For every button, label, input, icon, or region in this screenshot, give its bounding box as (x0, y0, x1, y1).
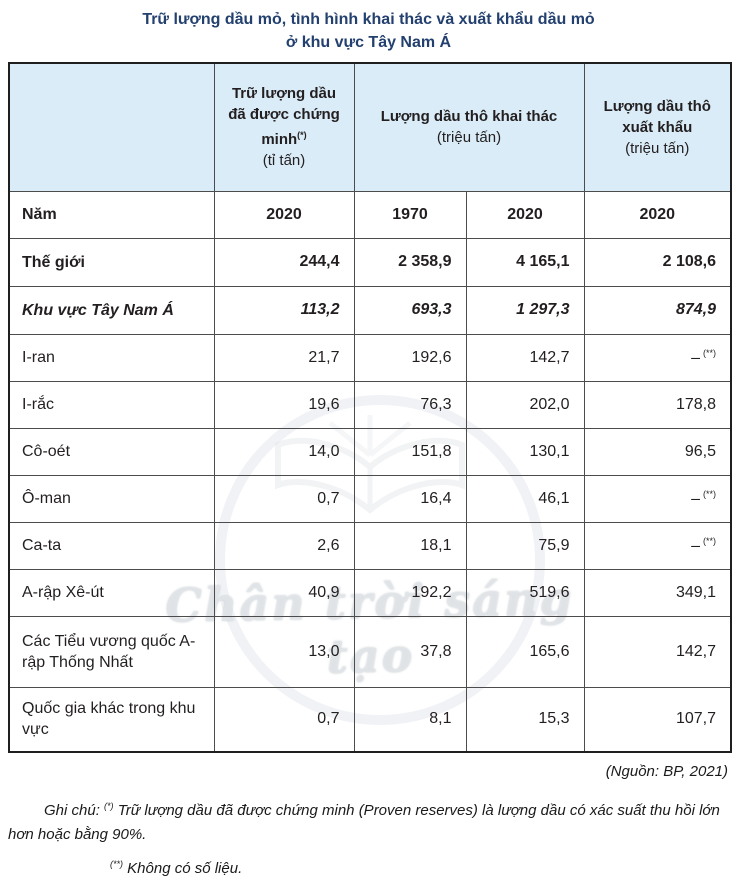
export-header-label: Lượng dầu thô xuất khẩu (603, 97, 711, 136)
reserves-footnote-marker: (*) (297, 130, 307, 141)
cell-value: 16,4 (353, 474, 467, 523)
cell-value: 14,0 (213, 427, 355, 476)
cell-value: – (**) (583, 333, 732, 382)
cell-value: 0,7 (213, 686, 355, 753)
production-unit: (triệu tấn) (436, 129, 502, 147)
year-cell: 2020 (465, 190, 585, 239)
cell-value: 46,1 (465, 474, 585, 523)
row-label: I-ran (8, 333, 215, 382)
table-row-uae: Các Tiểu vương quốc A-rập Thống Nhất 13,… (8, 615, 732, 688)
table-row-oman: Ô-man 0,7 16,4 46,1 – (**) (8, 474, 732, 523)
row-label: Ca-ta (8, 521, 215, 570)
production-header-label: Lượng dầu thô khai thác (380, 108, 558, 126)
cell-value: 165,6 (465, 615, 585, 688)
footnote-marker-single: (*) (104, 801, 114, 811)
table-row-qatar: Ca-ta 2,6 18,1 75,9 – (**) (8, 521, 732, 570)
year-cell: 1970 (353, 190, 467, 239)
cell-value: 37,8 (353, 615, 467, 688)
cell-value: 96,5 (583, 427, 732, 476)
footnote-label: Ghi chú: (44, 802, 105, 819)
cell-value: 693,3 (353, 285, 467, 335)
cell-value: 75,9 (465, 521, 585, 570)
year-cell: 2020 (583, 190, 732, 239)
cell-value: 519,6 (465, 568, 585, 617)
year-row-label: Năm (8, 190, 215, 239)
col-header-production: Lượng dầu thô khai thác (triệu tấn) (353, 62, 585, 192)
cell-value: 76,3 (353, 380, 467, 429)
cell-value: 349,1 (583, 568, 732, 617)
year-cell: 2020 (213, 190, 355, 239)
table-title-line2: ở khu vực Tây Nam Á (285, 34, 452, 51)
cell-value: 192,6 (353, 333, 467, 382)
cell-value: 40,9 (213, 568, 355, 617)
cell-value: 18,1 (353, 521, 467, 570)
reserves-header-label: Trữ lượng dầu đã được chứng minh (228, 85, 340, 149)
cell-value: 192,2 (353, 568, 467, 617)
cell-value: 2 358,9 (353, 237, 467, 287)
row-label: Các Tiểu vương quốc A-rập Thống Nhất (8, 615, 215, 688)
footnote-text: Trữ lượng dầu đã được chứng minh (Proven… (8, 802, 720, 843)
row-label: A-rập Xê-út (8, 568, 215, 617)
cell-value: 13,0 (213, 615, 355, 688)
cell-value: 142,7 (465, 333, 585, 382)
cell-value: 202,0 (465, 380, 585, 429)
row-label: Quốc gia khác trong khu vực (8, 686, 215, 753)
cell-value: 4 165,1 (465, 237, 585, 287)
row-label: Cô-oét (8, 427, 215, 476)
row-label: I-rắc (8, 380, 215, 429)
table-title-line1: Trữ lượng dầu mỏ, tình hình khai thác và… (142, 11, 595, 28)
table-row-others: Quốc gia khác trong khu vực 0,7 8,1 15,3… (8, 686, 732, 753)
cell-value: 21,7 (213, 333, 355, 382)
cell-value: 151,8 (353, 427, 467, 476)
cell-value: 178,8 (583, 380, 732, 429)
table-title: Trữ lượng dầu mỏ, tình hình khai thác và… (0, 8, 737, 54)
table-row-kuwait: Cô-oét 14,0 151,8 130,1 96,5 (8, 427, 732, 476)
cell-value: 874,9 (583, 285, 732, 335)
cell-value: 8,1 (353, 686, 467, 753)
footnote-no-data: (**) Không có số liệu. (8, 852, 729, 881)
row-label: Khu vực Tây Nam Á (8, 285, 215, 335)
cell-value: 130,1 (465, 427, 585, 476)
table-row-saudi: A-rập Xê-út 40,9 192,2 519,6 349,1 (8, 568, 732, 617)
table-row-iraq: I-rắc 19,6 76,3 202,0 178,8 (8, 380, 732, 429)
reserves-unit: (tỉ tấn) (262, 152, 306, 170)
cell-value: 113,2 (213, 285, 355, 335)
year-row: Năm 2020 1970 2020 2020 (8, 190, 732, 239)
col-header-export: Lượng dầu thô xuất khẩu (triệu tấn) (583, 62, 732, 192)
cell-value: 0,7 (213, 474, 355, 523)
row-label: Thế giới (8, 237, 215, 287)
source-citation: (Nguồn: BP, 2021) (605, 763, 728, 780)
export-unit: (triệu tấn) (625, 139, 690, 157)
cell-value: 2,6 (213, 521, 355, 570)
table-row-iran: I-ran 21,7 192,6 142,7 – (**) (8, 333, 732, 382)
cell-value: 107,7 (583, 686, 732, 753)
footnote-proven-reserves: Ghi chú: (*) Trữ lượng dầu đã được chứng… (8, 794, 729, 847)
table-row-world: Thế giới 244,4 2 358,9 4 165,1 2 108,6 (8, 237, 732, 287)
cell-value: 1 297,3 (465, 285, 585, 335)
row-label: Ô-man (8, 474, 215, 523)
footnote-text: Không có số liệu. (123, 860, 243, 877)
cell-value: 142,7 (583, 615, 732, 688)
header-row: Trữ lượng dầu đã được chứng minh(*) (tỉ … (8, 62, 732, 192)
cell-value: 244,4 (213, 237, 355, 287)
table-row-region: Khu vực Tây Nam Á 113,2 693,3 1 297,3 87… (8, 285, 732, 335)
cell-value: – (**) (583, 474, 732, 523)
oil-statistics-table: Trữ lượng dầu đã được chứng minh(*) (tỉ … (8, 62, 732, 753)
cell-value: 2 108,6 (583, 237, 732, 287)
footnotes: Ghi chú: (*) Trữ lượng dầu đã được chứng… (8, 794, 729, 881)
cell-value: – (**) (583, 521, 732, 570)
cell-value: 19,6 (213, 380, 355, 429)
cell-value: 15,3 (465, 686, 585, 753)
col-header-reserves: Trữ lượng dầu đã được chứng minh(*) (tỉ … (213, 62, 355, 192)
footnote-marker-double: (**) (110, 859, 123, 869)
corner-cell (8, 62, 215, 192)
